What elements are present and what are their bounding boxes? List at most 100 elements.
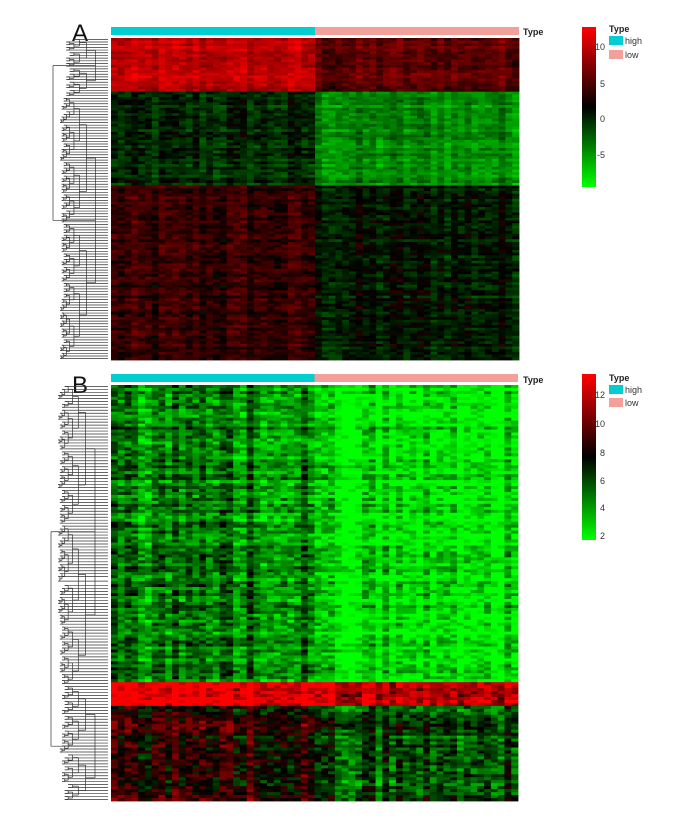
heatmap-cell — [471, 169, 479, 173]
heatmap-cell — [179, 99, 187, 103]
heatmap-cell — [321, 258, 329, 262]
heatmap-cell — [117, 121, 125, 125]
heatmap-cell — [199, 244, 207, 248]
heatmap-cell — [233, 174, 241, 178]
heatmap-cell — [491, 51, 499, 55]
heatmap-cell — [403, 88, 411, 93]
heatmap-cell — [124, 150, 132, 154]
heatmap-cell — [389, 118, 397, 122]
heatmap-cell — [417, 244, 425, 248]
heatmap-cell — [430, 99, 438, 103]
heatmap-cell — [111, 150, 119, 154]
heatmap-cell — [240, 43, 248, 47]
heatmap-cell — [281, 126, 289, 130]
heatmap-cell — [165, 228, 173, 232]
heatmap-cell — [281, 190, 289, 195]
heatmap-cell — [335, 247, 343, 251]
heatmap-cell — [158, 110, 166, 114]
heatmap-cell — [328, 91, 336, 95]
heatmap-cell — [471, 137, 479, 141]
heatmap-cell — [376, 252, 384, 256]
heatmap-cell — [158, 97, 166, 101]
heatmap-cell — [471, 217, 479, 221]
heatmap-cell — [301, 137, 309, 141]
heatmap-cell — [308, 72, 316, 76]
heatmap-cell — [281, 80, 289, 85]
heatmap-cell — [342, 150, 350, 154]
heatmap-cell — [199, 182, 207, 186]
heatmap-cell — [111, 64, 119, 68]
heatmap-cell — [444, 145, 452, 149]
heatmap-cell — [362, 244, 370, 248]
heatmap-cell — [281, 110, 289, 114]
heatmap-cell — [464, 142, 472, 146]
heatmap-cell — [145, 142, 153, 146]
heatmap-cell — [505, 169, 513, 173]
heatmap-cell — [362, 172, 370, 176]
heatmap-cell — [281, 94, 289, 98]
heatmap-cell — [328, 142, 336, 146]
heatmap-cell — [342, 38, 350, 42]
heatmap-cell — [369, 88, 377, 93]
heatmap-cell — [226, 142, 234, 146]
heatmap-cell — [403, 48, 411, 52]
heatmap-cell — [498, 56, 506, 60]
heatmap-cell — [430, 88, 438, 93]
heatmap-cell — [362, 182, 370, 186]
heatmap-cell — [274, 137, 282, 141]
heatmap-cell — [383, 201, 391, 205]
heatmap-cell — [179, 115, 187, 119]
heatmap-cell — [179, 182, 187, 186]
heatmap-cell — [206, 107, 214, 111]
heatmap-cell — [281, 166, 289, 170]
heatmap-cell — [403, 107, 411, 111]
heatmap-cell — [240, 223, 248, 227]
heatmap-cell — [172, 217, 180, 221]
heatmap-cell — [206, 177, 214, 181]
heatmap-cell — [491, 182, 499, 186]
heatmap-cell — [219, 48, 227, 52]
heatmap-cell — [328, 188, 336, 192]
heatmap-cell — [206, 158, 214, 162]
heatmap-cell — [172, 177, 180, 181]
heatmap-cell — [124, 48, 132, 52]
heatmap-cell — [172, 113, 180, 117]
heatmap-cell — [240, 188, 248, 192]
heatmap-cell — [151, 56, 159, 60]
heatmap-cell — [213, 86, 221, 90]
heatmap-cell — [213, 67, 221, 71]
heatmap-cell — [471, 118, 479, 122]
heatmap-cell — [179, 145, 187, 149]
heatmap-cell — [301, 43, 309, 47]
heatmap-cell — [355, 123, 363, 127]
heatmap-cell — [396, 137, 404, 141]
heatmap-cell — [206, 212, 214, 216]
heatmap-cell — [417, 249, 425, 254]
heatmap-cell — [247, 204, 255, 208]
heatmap-cell — [423, 169, 431, 173]
heatmap-cell — [512, 217, 520, 221]
heatmap-cell — [151, 182, 159, 186]
heatmap-cell — [362, 137, 370, 141]
heatmap-cell — [315, 150, 323, 154]
heatmap-cell — [192, 174, 200, 178]
heatmap-cell — [267, 239, 275, 243]
heatmap-cell — [294, 166, 302, 170]
heatmap-cell — [512, 64, 520, 68]
heatmap-cell — [491, 94, 499, 98]
heatmap-cell — [437, 43, 445, 47]
heatmap-cell — [437, 212, 445, 216]
heatmap-cell — [478, 118, 486, 122]
heatmap-cell — [389, 182, 397, 186]
heatmap-cell — [213, 123, 221, 127]
heatmap-cell — [423, 193, 431, 197]
heatmap-cell — [111, 209, 119, 213]
heatmap-cell — [111, 239, 119, 243]
heatmap-cell — [478, 249, 486, 254]
heatmap-cell — [260, 75, 268, 79]
heatmap-cell — [179, 220, 187, 224]
heatmap-cell — [213, 204, 221, 208]
heatmap-cell — [151, 107, 159, 111]
heatmap-cell — [335, 80, 343, 85]
heatmap-cell — [396, 91, 404, 95]
